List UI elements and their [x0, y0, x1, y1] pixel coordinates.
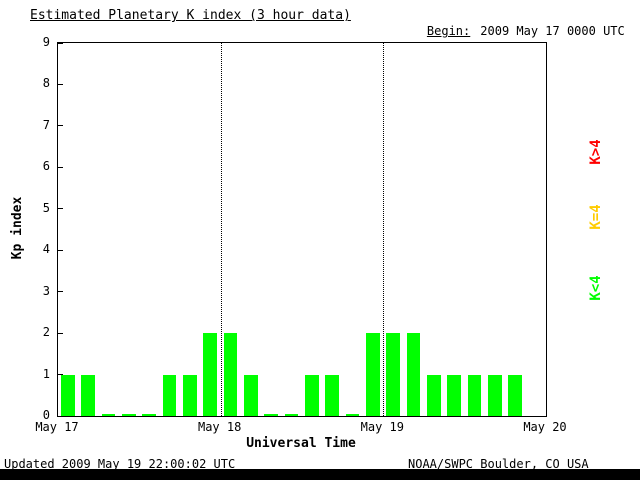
y-tick-label: 9: [42, 35, 50, 49]
y-tick-mark: [58, 208, 63, 210]
y-tick-mark: [58, 249, 63, 251]
kp-bar: [467, 374, 482, 416]
x-tick-label: May 19: [360, 420, 404, 434]
x-tick-label: May 17: [35, 420, 79, 434]
kp-bar: [447, 374, 462, 416]
kp-bar: [325, 374, 340, 416]
kp-bar: [305, 374, 319, 416]
x-axis-title: Universal Time: [246, 436, 356, 451]
kp-bar: [61, 374, 75, 416]
begin-label: Begin:: [426, 24, 471, 38]
source-credit: NOAA/SWPC Boulder, CO USA: [408, 457, 589, 471]
updated-timestamp: Updated 2009 May 19 22:00:02 UTC: [4, 457, 236, 471]
y-tick-mark: [58, 125, 63, 127]
y-tick-label: 2: [42, 325, 50, 340]
kp-bar: [183, 374, 197, 416]
kp-bar: [427, 374, 441, 416]
kp-bar: [488, 374, 502, 416]
kp-bar: [81, 374, 96, 416]
legend-item: K>4: [588, 139, 604, 165]
kp-bar: [508, 374, 523, 416]
legend-item: K<4: [588, 275, 604, 301]
y-tick-label: 8: [42, 76, 50, 91]
day-boundary-line: [383, 43, 385, 416]
kp-bar: [142, 414, 157, 416]
kp-bar: [101, 414, 116, 416]
y-tick-mark: [58, 83, 63, 85]
kp-bar: [345, 414, 360, 416]
y-tick-label: 6: [42, 159, 50, 174]
kp-bar: [223, 333, 238, 416]
begin-time: Begin: 2009 May 17 0000 UTC: [398, 10, 625, 52]
y-tick-mark: [58, 42, 63, 44]
kp-bar: [386, 333, 401, 416]
y-tick-label: 4: [42, 242, 50, 257]
y-tick-label: 7: [42, 117, 50, 132]
y-tick-mark: [58, 166, 63, 168]
day-boundary-line: [220, 43, 222, 416]
kp-bar: [366, 333, 380, 416]
y-tick-label: 3: [42, 283, 50, 298]
y-tick-mark: [58, 291, 63, 293]
x-tick-label: May 20: [523, 420, 567, 434]
chart-title: Estimated Planetary K index (3 hour data…: [30, 8, 351, 23]
kp-bar: [162, 374, 177, 416]
y-tick-label: 0: [42, 408, 50, 422]
plot-area: [57, 42, 547, 417]
kp-bar: [122, 414, 136, 416]
kp-bar: [244, 374, 258, 416]
y-tick-mark: [58, 415, 63, 417]
kp-bar: [203, 333, 218, 416]
y-tick-label: 1: [42, 366, 50, 381]
kp-bar: [406, 333, 421, 416]
kp-bar: [284, 414, 299, 416]
x-tick-label: May 18: [197, 420, 242, 434]
bottom-black-bar: [0, 469, 640, 480]
kp-bar: [264, 414, 279, 416]
y-tick-mark: [58, 332, 63, 334]
begin-value: 2009 May 17 0000 UTC: [480, 24, 625, 38]
legend-item: K=4: [588, 204, 604, 230]
y-tick-label: 5: [42, 200, 50, 215]
y-tick-mark: [58, 374, 63, 376]
